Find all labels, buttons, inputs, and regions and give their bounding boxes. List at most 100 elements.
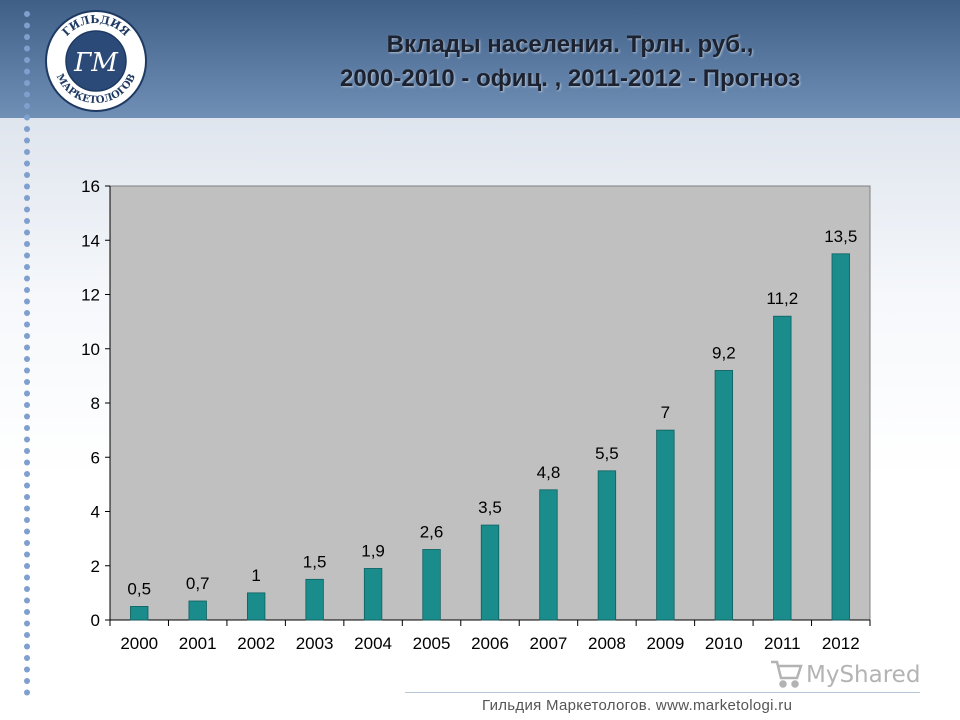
- decorative-dot: [24, 574, 30, 581]
- bar: [714, 370, 734, 621]
- decorative-dot: [24, 413, 30, 420]
- x-tick-label: 2012: [822, 634, 860, 653]
- data-label: 3,5: [478, 498, 502, 517]
- decorative-dot: [24, 643, 30, 650]
- decorative-dot: [24, 218, 30, 224]
- x-tick-label: 2002: [237, 634, 275, 653]
- decorative-dot: [24, 206, 30, 213]
- title-line-1: Вклады населения. Трлн. руб.,: [386, 31, 754, 58]
- decorative-dot: [24, 678, 30, 684]
- decorative-dot: [24, 436, 30, 443]
- decorative-dot: [24, 68, 30, 75]
- y-tick-label: 14: [81, 231, 100, 250]
- decorative-dot: [24, 80, 30, 86]
- decorative-dot: [24, 390, 30, 397]
- decorative-dot: [24, 563, 30, 569]
- y-tick-label: 6: [91, 448, 100, 467]
- decorative-dot: [24, 137, 30, 144]
- x-tick-label: 2011: [764, 634, 801, 653]
- decorative-dot: [24, 586, 30, 592]
- decorative-dot: [24, 482, 30, 489]
- decorative-dot: [24, 344, 30, 351]
- data-label: 1,5: [303, 552, 327, 571]
- y-tick-label: 0: [91, 611, 100, 630]
- decorative-dot: [24, 241, 30, 247]
- x-tick-label: 2003: [296, 634, 334, 653]
- x-tick-label: 2008: [588, 634, 626, 653]
- decorative-dot: [24, 57, 30, 63]
- header-band: [0, 0, 960, 118]
- footer-text: Гильдия Маркетологов. www.marketologi.ru: [482, 697, 793, 714]
- decorative-dot: [24, 321, 30, 328]
- footer-divider: [405, 692, 920, 693]
- decorative-dot: [24, 264, 30, 270]
- decorative-dot: [24, 126, 30, 132]
- x-tick-label: 2001: [179, 634, 217, 653]
- decorative-dot: [24, 620, 30, 627]
- x-tick-label: 2009: [646, 634, 684, 653]
- y-tick-label: 4: [91, 503, 100, 522]
- y-tick-label: 2: [91, 557, 100, 576]
- decorative-dot: [24, 229, 30, 236]
- data-label: 13,5: [824, 227, 857, 246]
- decorative-dot: [24, 45, 30, 52]
- decorative-dot: [24, 655, 30, 661]
- decorative-dot: [24, 402, 30, 408]
- data-label: 0,5: [127, 579, 151, 598]
- bar: [773, 315, 792, 621]
- decorative-dot: [24, 298, 30, 305]
- bar: [130, 606, 149, 621]
- bar: [363, 568, 383, 621]
- decorative-dot: [24, 22, 30, 29]
- decorative-dot: [24, 528, 30, 535]
- x-tick-label: 2005: [413, 634, 451, 653]
- decorative-dot: [24, 597, 30, 604]
- myshared-watermark: MyShared: [771, 660, 920, 688]
- decorative-dot: [24, 666, 30, 673]
- data-label: 4,8: [537, 463, 561, 482]
- bar: [597, 470, 617, 621]
- decorative-dot: [24, 471, 30, 477]
- bar: [422, 549, 441, 621]
- decorative-dot: [24, 609, 30, 615]
- x-tick-label: 2007: [530, 634, 568, 653]
- decorative-dot: [24, 367, 30, 374]
- decorative-dot: [24, 160, 30, 167]
- y-tick-label: 16: [81, 177, 100, 196]
- decorative-dot-column: [24, 11, 30, 696]
- decorative-dot: [24, 632, 30, 638]
- decorative-dot: [24, 333, 30, 339]
- decorative-dot: [24, 114, 30, 121]
- decorative-dot: [24, 149, 30, 155]
- data-label: 11,2: [766, 289, 798, 308]
- data-label: 9,2: [712, 343, 736, 362]
- decorative-dot: [24, 540, 30, 546]
- data-label: 0,7: [186, 574, 210, 593]
- x-tick-label: 2004: [354, 634, 392, 653]
- bar: [305, 578, 324, 621]
- bar: [188, 600, 207, 621]
- decorative-dot: [24, 287, 30, 293]
- logo-monogram: ГМ: [73, 48, 119, 78]
- bar: [831, 253, 850, 621]
- x-tick-label: 2010: [705, 634, 743, 653]
- bar: [480, 524, 500, 621]
- slide-title: Вклады населения. Трлн. руб., 2000-2010 …: [300, 28, 840, 96]
- bar: [539, 489, 558, 621]
- decorative-dot: [24, 103, 30, 109]
- watermark-text: MyShared: [806, 662, 920, 688]
- title-line-2: 2000-2010 - офиц. , 2011-2012 - Прогноз: [339, 65, 801, 92]
- decorative-dot: [24, 91, 30, 98]
- decorative-dot: [24, 379, 30, 385]
- y-tick-label: 10: [81, 340, 100, 359]
- cart-icon: [771, 660, 803, 688]
- decorative-dot: [24, 310, 30, 316]
- decorative-dot: [24, 356, 30, 362]
- bar: [656, 429, 675, 621]
- decorative-dot: [24, 425, 30, 431]
- decorative-dot: [24, 172, 30, 178]
- decorative-dot: [24, 448, 30, 454]
- data-label: 1,9: [361, 541, 385, 560]
- data-label: 1: [251, 566, 260, 585]
- decorative-dot: [24, 505, 30, 512]
